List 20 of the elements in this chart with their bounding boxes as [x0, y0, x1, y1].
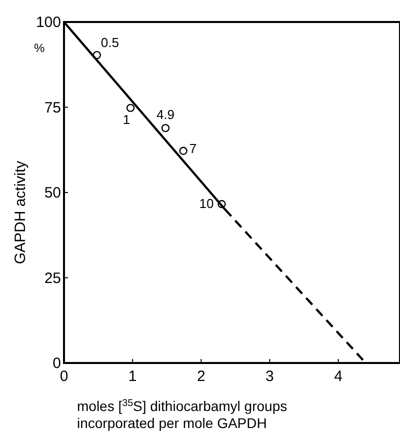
y-tick-label: 50 [44, 184, 61, 202]
y-axis-title: GAPDH activity [12, 160, 29, 264]
point [179, 146, 188, 155]
annotation: 4.9 [156, 107, 175, 122]
y-tick-label: 75 [44, 99, 61, 116]
x-tick-label: 3 [266, 368, 274, 385]
x-tick-label: 4 [334, 368, 342, 385]
annotation: 7 [189, 140, 197, 156]
annotation: 0.5 [100, 35, 119, 50]
x-tick-label: 1 [128, 368, 137, 385]
annotation: 10 [199, 196, 214, 212]
y-tick-label: 0 [52, 355, 61, 372]
text: % [34, 41, 45, 55]
x-axis-title: moles [$^{35}$S] dithiocarbamyl groups incorporated per mole GAPDH [77, 398, 288, 431]
x-tick-label: 2 [196, 368, 206, 385]
point [126, 104, 135, 112]
y-tick-label: 25 [44, 270, 61, 287]
annotation: 1 [122, 112, 130, 127]
point [161, 124, 170, 132]
y-tick-label: 100 [36, 14, 61, 31]
